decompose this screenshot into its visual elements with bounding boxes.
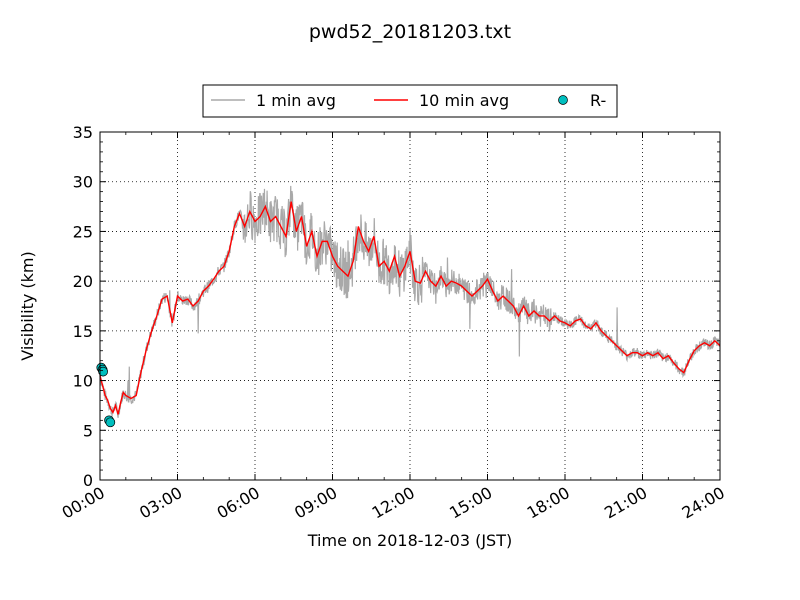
y-tick-label: 20 [73, 272, 93, 291]
y-tick-label: 35 [73, 123, 93, 142]
chart-title: pwd52_20181203.txt [309, 21, 511, 43]
legend-label-rain: R- [590, 91, 606, 110]
rain-point [98, 366, 108, 377]
x-tick-label: 03:00 [136, 483, 185, 523]
x-tick-label: 18:00 [524, 483, 573, 523]
ten-min-avg-line [99, 201, 721, 415]
x-tick-label: 06:00 [214, 483, 263, 523]
x-tick-label: 09:00 [291, 483, 340, 523]
legend: 1 min avg 10 min avg R- [202, 84, 618, 118]
legend-swatch-rain [558, 95, 568, 105]
y-tick-label: 5 [83, 421, 93, 440]
rain-point [105, 417, 116, 428]
y-tick-label: 15 [73, 322, 93, 341]
x-tick-label: 15:00 [446, 483, 495, 523]
legend-label-ten-min: 10 min avg [419, 91, 509, 110]
y-tick-labels: 0 5 10 15 20 25 30 35 [73, 123, 93, 490]
one-min-avg-line [99, 185, 721, 418]
y-axis-label: Visibility (km) [18, 251, 37, 360]
one-min-avg-series [99, 185, 721, 418]
y-tick-label: 30 [73, 173, 93, 192]
ten-min-avg-series [99, 201, 721, 415]
legend-label-one-min: 1 min avg [256, 91, 336, 110]
y-tick-label: 25 [73, 222, 93, 241]
y-tick-label: 10 [73, 372, 93, 391]
x-tick-label: 21:00 [601, 483, 650, 523]
x-axis-label: Time on 2018-12-03 (JST) [307, 531, 512, 550]
x-tick-label: 24:00 [679, 483, 728, 523]
x-tick-label: 12:00 [369, 483, 418, 523]
plot-area [100, 132, 720, 480]
x-tick-labels: 00:00 03:00 06:00 09:00 12:00 15:00 18:00 21:00… [59, 483, 728, 523]
axis-ticks [99, 131, 721, 481]
legend-box [202, 84, 618, 118]
y-tick-label: 0 [83, 471, 93, 490]
